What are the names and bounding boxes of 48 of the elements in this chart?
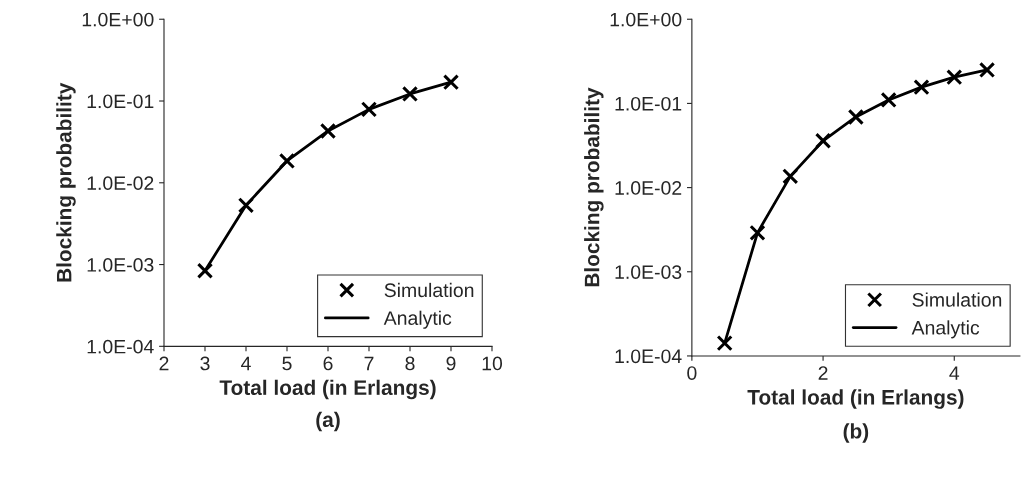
y-tick-label: 1.0E-03	[87, 258, 154, 272]
text: (b)	[843, 423, 869, 443]
point	[782, 168, 799, 185]
x-tick-label: 7	[364, 356, 374, 371]
legend-label: Analytic	[911, 320, 980, 339]
y-axis-title: Blocking probability	[56, 82, 76, 282]
y-tick-label: 1.0E-01	[87, 94, 154, 109]
x-tick-label: 8	[405, 356, 415, 371]
legend-label: Simulation	[912, 292, 1002, 307]
point	[442, 74, 460, 91]
point	[946, 69, 963, 86]
point	[196, 262, 214, 279]
x-tick-label: 2	[159, 356, 169, 371]
point	[814, 132, 832, 149]
y-tick-label: 1.0E-02	[87, 176, 154, 191]
point	[913, 79, 930, 96]
y-tick-label: 1.0E+00	[82, 12, 154, 27]
y-tick-label: 1.0E-04	[87, 339, 154, 354]
x-tick-label: 0	[687, 366, 697, 380]
y-tick-label: 1.0E+00	[610, 12, 682, 27]
legend-label: Analytic	[383, 310, 452, 329]
point	[237, 197, 255, 214]
x-tick-label: 4	[949, 366, 960, 380]
point	[401, 85, 419, 103]
y-tick-label: 1.0E-04	[615, 349, 682, 364]
point	[319, 122, 337, 140]
y-tick-label: 1.0E-01	[615, 96, 682, 111]
legend-label: Simulation	[384, 282, 474, 298]
x-tick-label: 2	[818, 366, 828, 380]
point	[880, 91, 897, 109]
point	[278, 152, 296, 170]
x-tick-label: 6	[323, 356, 333, 371]
y-tick-label: 1.0E-02	[615, 181, 682, 195]
point	[847, 108, 864, 126]
point	[749, 224, 766, 241]
text: (a)	[316, 411, 340, 432]
x-tick-label: 5	[282, 356, 292, 371]
x-axis-title: Total load (in Erlangs)	[747, 389, 964, 409]
x-tick-label: 3	[200, 356, 210, 371]
x-tick-label: 9	[446, 356, 456, 371]
y-axis-title: Blocking probability	[584, 87, 604, 287]
x-tick-label: 4	[241, 356, 251, 371]
point	[978, 61, 996, 79]
x-axis-title: Total load (in Erlangs)	[219, 379, 436, 400]
point	[360, 101, 378, 118]
y-tick-label: 1.0E-03	[615, 265, 682, 279]
x-tick-label: 10	[482, 356, 503, 371]
point	[716, 335, 733, 352]
